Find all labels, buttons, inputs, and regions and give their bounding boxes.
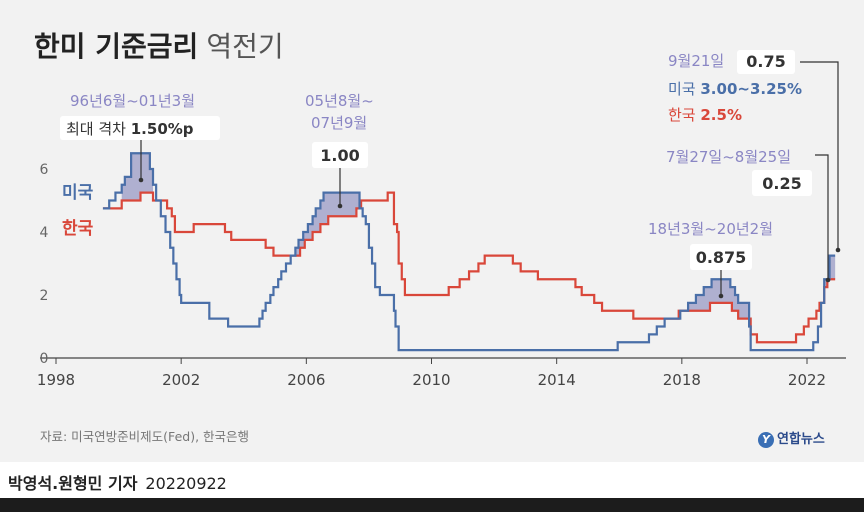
annotation-5-kr-value: 2.5% [700,106,742,124]
annotation-1-line2: 최대 격차 1.50%p [66,120,194,138]
source-note: 자료: 미국연방준비제도(Fed), 한국은행 [40,429,249,444]
annotation-1-line1: 96년6월~01년3월 [70,92,195,110]
byline: 박영석.원형민 기자 20220922 [8,470,227,494]
annotation-1-dot [138,177,144,183]
legend-label-kr: 한국 [62,219,94,239]
legend-label-us: 미국 [62,183,94,203]
annotation-5-kr-label: 한국 [668,106,700,124]
footer: 박영석.원형민 기자 20220922 [0,462,864,498]
series-layer [102,152,836,352]
annotation-5-badge: 0.75 [746,52,785,71]
x-tick-label: 2010 [412,371,450,389]
annotation-4-leader [815,154,829,280]
annotation-5-us-value: 3.00~3.25% [700,80,802,98]
chart-title-light: 역전기 [206,30,283,63]
inversion-gap-area [829,255,836,280]
logo-mark-icon: Y [758,432,774,448]
annotation-5-kr: 한국 2.5% [668,106,742,124]
annotation-5-line1: 9월21일 [668,52,724,70]
chart-title-bold: 한미 기준금리 [34,30,198,63]
annotation-3-badge-box [690,244,752,270]
byline-date: 20220922 [145,474,227,493]
x-tick-label: 1998 [37,371,75,389]
annotation-5-leader [800,61,839,250]
inversion-gap-layer [121,153,836,327]
annotation-4-badge: 0.25 [762,174,801,193]
y-tick-label: 2 [40,288,49,304]
annotation-layer: 96년6월~01년3월 최대 격차 1.50%p 05년8월~ 07년9월 1.… [60,50,841,299]
axis-layer: 1998 2002 2006 2010 2014 2018 2022 0 2 4 6 [37,162,846,389]
annotation-5-us-label: 미국 [668,80,700,98]
logo-text: 연합뉴스 [777,432,825,447]
annotation-1-value: 1.50%p [131,120,194,138]
annotation-3-dot [718,293,724,299]
annotation-3-line1: 18년3월~20년2월 [648,220,773,238]
x-tick-label: 2002 [162,371,200,389]
series-line-us [102,152,836,352]
annotation-4-line1: 7월27일~8월25일 [666,148,791,166]
annotation-2-line1: 05년8월~ [305,92,374,110]
chart-svg: 한미 기준금리 역전기 1998 2002 2006 2010 2014 2018 2022 0… [34,30,846,444]
annotation-1-box [60,116,220,140]
annotation-2-badge-box [312,142,368,168]
annotation-2-line2: 07년9월 [311,114,367,132]
annotation-4-badge-box [752,170,812,196]
annotation-3-badge: 0.875 [696,248,747,267]
bottom-bar [0,498,864,512]
brand-logo: Y 연합뉴스 [758,428,825,448]
x-tick-label: 2022 [788,371,826,389]
x-tick-label: 2018 [663,371,701,389]
annotation-2-dot [337,203,343,209]
annotation-5-us: 미국 3.00~3.25% [668,80,802,98]
annotation-5-dot [835,247,841,253]
annotation-2-badge: 1.00 [320,146,359,165]
chart-title: 한미 기준금리 역전기 [34,30,284,63]
y-tick-label: 0 [40,351,49,367]
y-tick-label: 6 [40,162,49,178]
x-tick-label: 2006 [287,371,325,389]
x-tick-label: 2014 [538,371,576,389]
byline-name: 박영석.원형민 기자 [8,474,138,493]
y-tick-label: 4 [40,225,49,241]
chart-card: 한미 기준금리 역전기 1998 2002 2006 2010 2014 2018 2022 0… [0,0,864,462]
inversion-gap-area [121,153,154,201]
annotation-1-prefix: 최대 격차 [66,120,131,138]
annotation-4-dot [825,277,831,283]
annotation-5-badge-box [737,50,795,74]
